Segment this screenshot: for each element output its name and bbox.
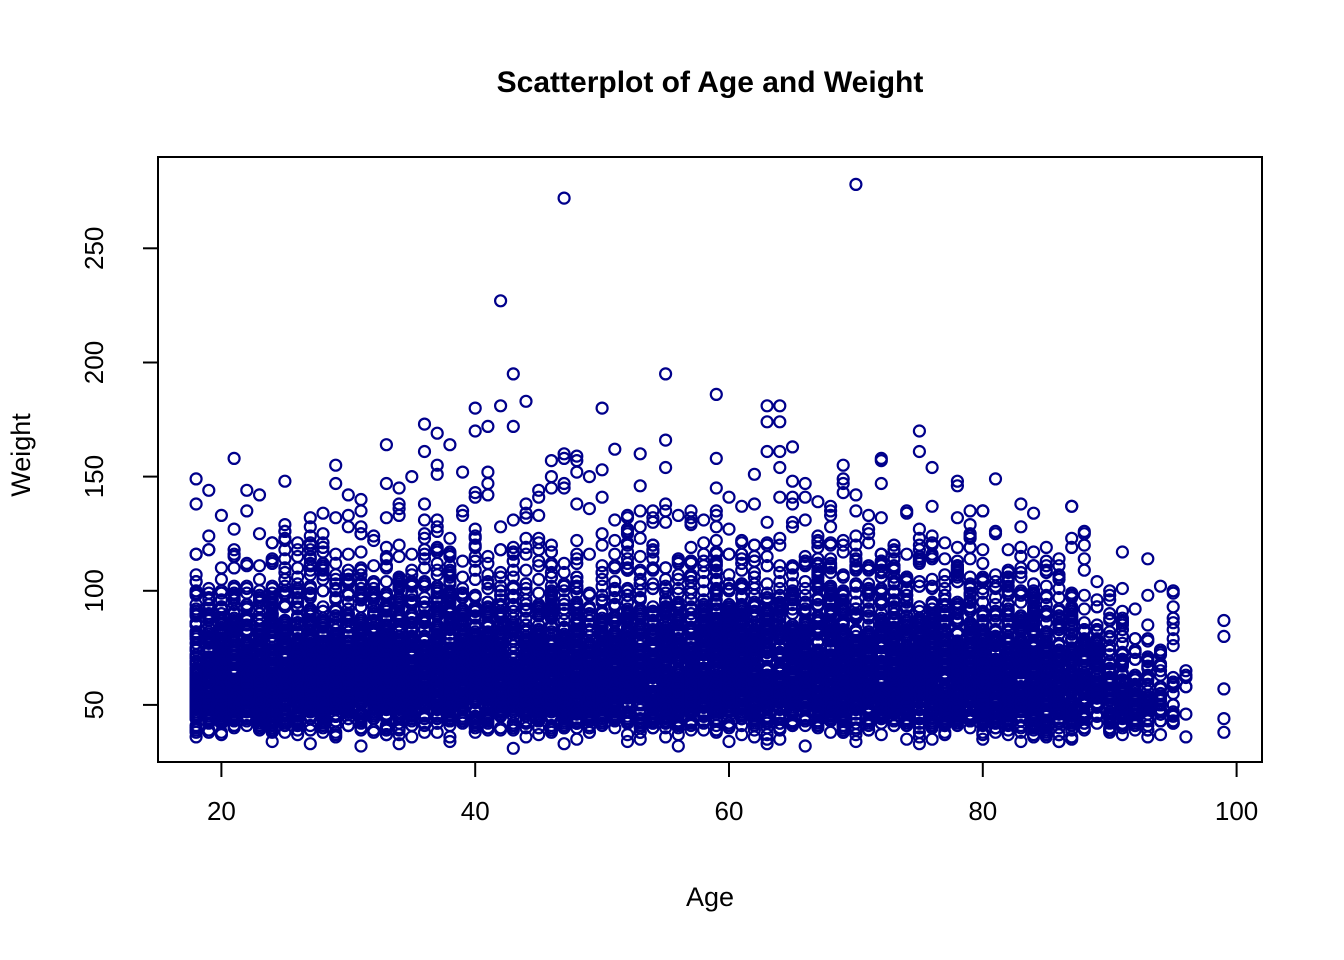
x-axis-label: Age xyxy=(686,882,734,912)
x-tick-label: 40 xyxy=(461,796,490,826)
x-tick-label: 100 xyxy=(1215,796,1258,826)
y-tick-label: 250 xyxy=(79,227,109,270)
chart-title: Scatterplot of Age and Weight xyxy=(497,66,924,99)
y-tick-label: 50 xyxy=(79,690,109,719)
y-tick-label: 100 xyxy=(79,569,109,612)
axes: 20 40 60 80 100 50 100 150 200 250 xyxy=(79,156,1263,826)
y-axis-label: Weight xyxy=(6,413,36,497)
data-point-cloud xyxy=(189,177,1231,755)
x-tick-label: 60 xyxy=(715,796,744,826)
plot-box xyxy=(157,156,1263,763)
x-tick-label: 20 xyxy=(207,796,236,826)
y-tick-label: 150 xyxy=(79,455,109,498)
scatter-points xyxy=(189,177,1231,755)
y-tick-label: 200 xyxy=(79,341,109,384)
x-tick-label: 80 xyxy=(968,796,997,826)
